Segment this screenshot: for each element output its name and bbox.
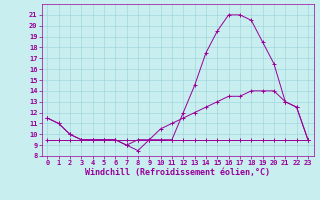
X-axis label: Windchill (Refroidissement éolien,°C): Windchill (Refroidissement éolien,°C) (85, 168, 270, 177)
